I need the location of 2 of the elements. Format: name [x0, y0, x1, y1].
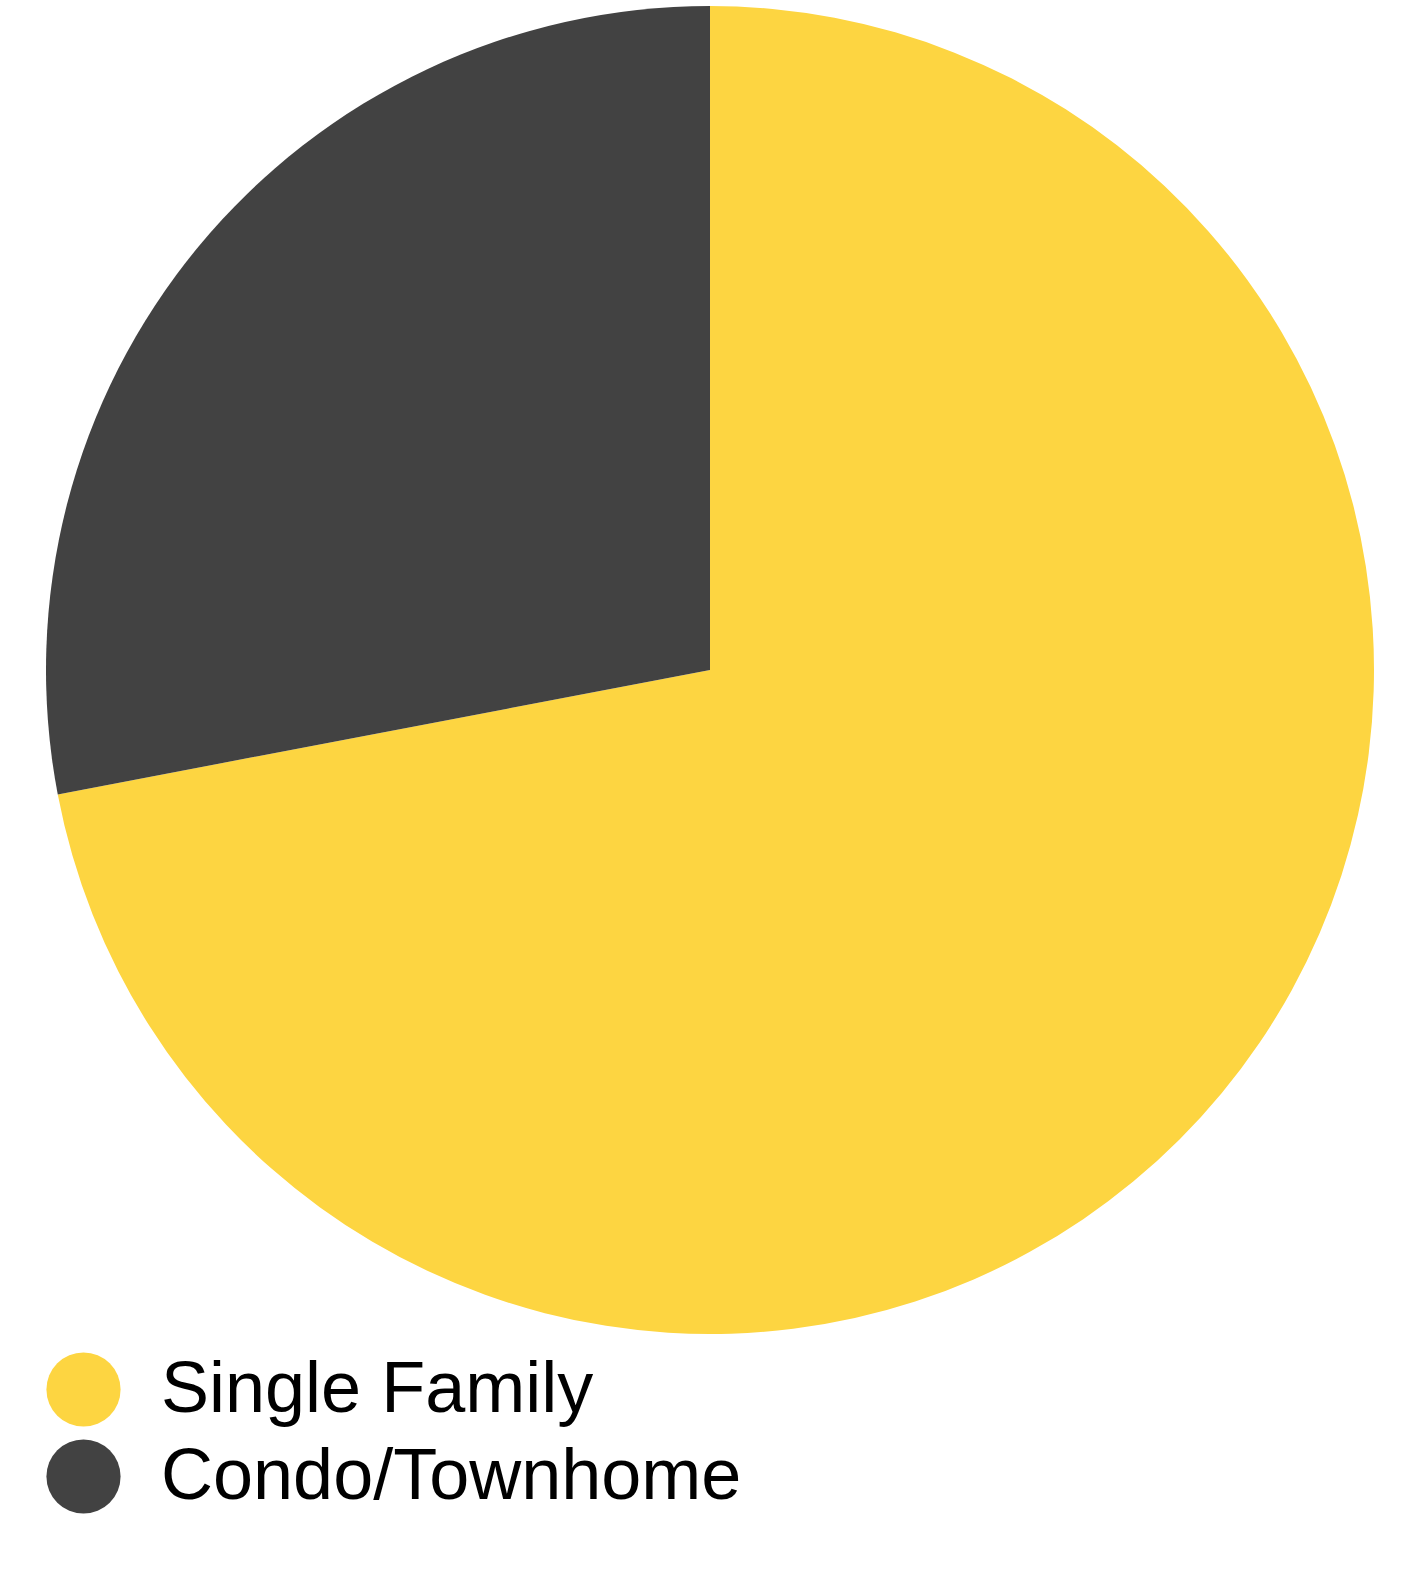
legend-label: Single Family	[161, 1346, 594, 1427]
legend-label: Condo/Townhome	[161, 1433, 742, 1514]
